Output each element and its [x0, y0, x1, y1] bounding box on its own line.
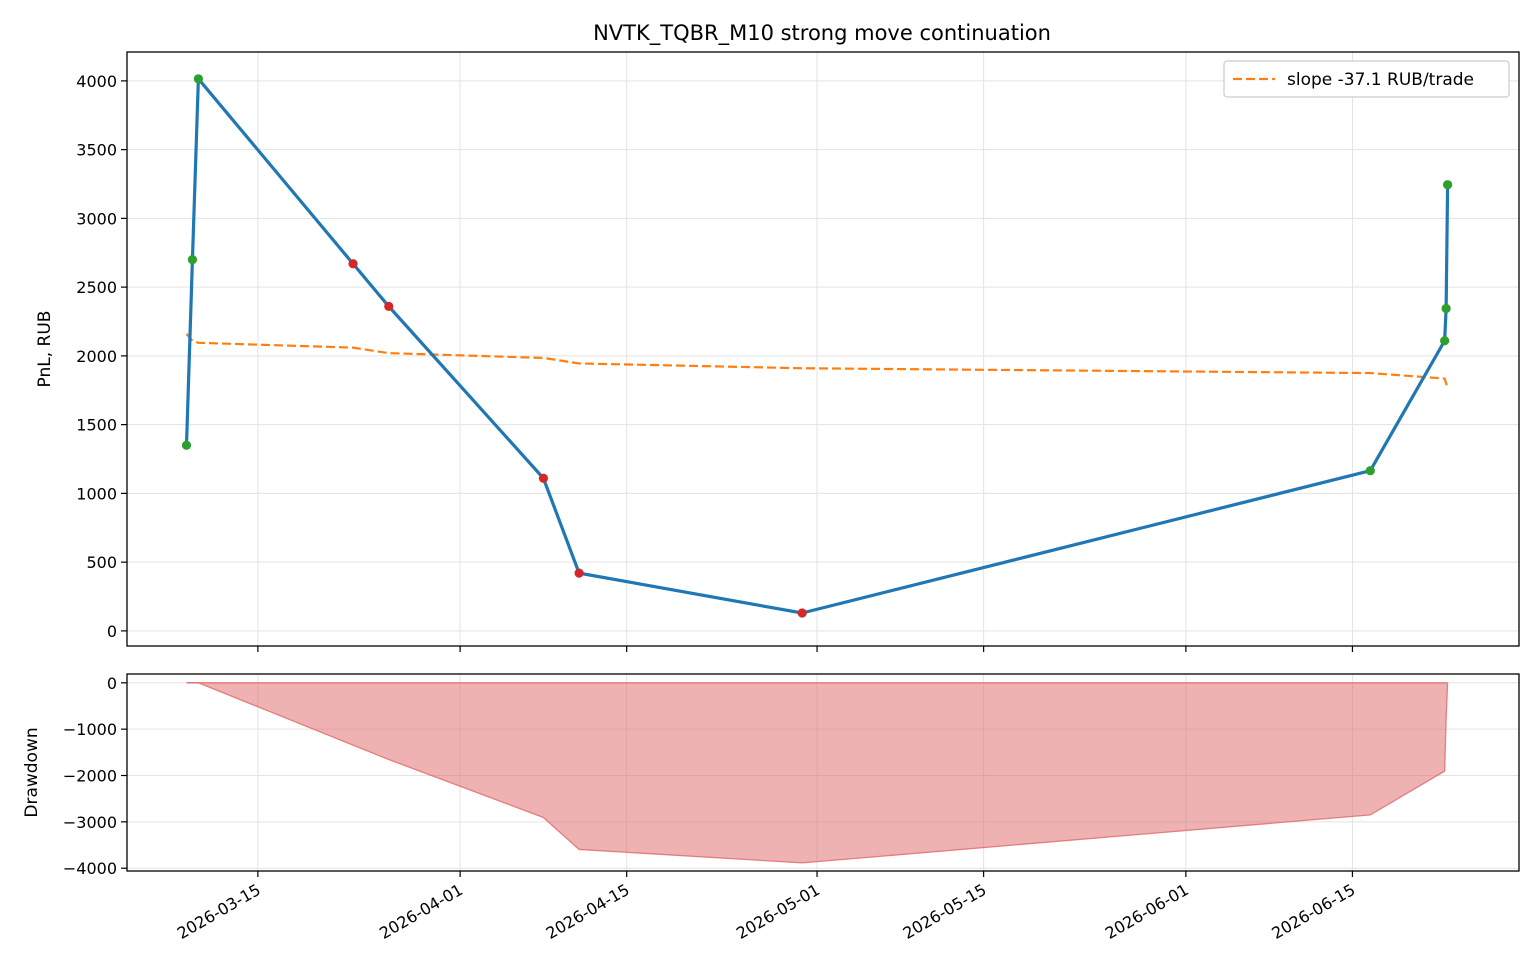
win-point [193, 74, 203, 84]
slope-series-line [185, 333, 1449, 389]
loss-point [574, 568, 584, 578]
pnl-plot-frame [126, 51, 1520, 647]
x-tick-label: 2026-06-15 [1268, 880, 1358, 943]
y-tick-label: −3000 [63, 813, 117, 832]
win-point [1443, 180, 1453, 190]
x-tick-label: 2026-03-15 [174, 880, 264, 943]
y-tick-label: 4000 [76, 72, 117, 91]
win-point [1365, 466, 1375, 476]
loss-point [797, 608, 807, 618]
chart-title: NVTK_TQBR_M10 strong move continuation [593, 21, 1051, 46]
x-tick-label: 2026-06-01 [1102, 880, 1192, 943]
y-axis-label: PnL, RUB [35, 311, 55, 388]
y-tick-label: 500 [86, 553, 117, 572]
drawdown-panel: 0 −1000 −2000 −3000 −4000 Drawdown 2026-03-15 2… [22, 673, 1520, 943]
y-tick-label: 0 [107, 674, 117, 693]
legend: slope -37.1 RUB/trade [1223, 60, 1510, 98]
y-tick-label: 0 [107, 622, 117, 641]
y-tick-label: −4000 [63, 859, 117, 878]
loss-point [348, 259, 358, 269]
y-tick-label: −1000 [63, 720, 117, 739]
loss-point [538, 473, 549, 483]
drawdown-plot-frame [126, 673, 1520, 872]
equity-series-line [184, 77, 1450, 615]
loss-point [384, 301, 394, 311]
drawdown-area [186, 682, 1448, 863]
y-tick-label: −2000 [63, 767, 117, 786]
win-point [181, 440, 192, 450]
y-tick-label: 3500 [76, 141, 117, 160]
y-axis-label: Drawdown [22, 727, 42, 817]
x-tick-label: 2026-05-15 [900, 880, 990, 943]
y-tick-label: 2000 [76, 347, 117, 366]
win-point [1441, 303, 1451, 314]
x-tick-label: 2026-04-15 [543, 880, 633, 943]
pnl-panel: 0 500 1000 1500 2000 2500 3000 3500 4000 PnL, RUB… [35, 51, 1520, 652]
win-point [187, 255, 198, 265]
y-tick-label: 1500 [76, 416, 117, 435]
y-tick-label: 1000 [76, 484, 117, 503]
x-tick-label: 2026-04-01 [376, 880, 466, 943]
y-tick-label: 3000 [76, 209, 117, 228]
legend-label: slope -37.1 RUB/trade [1287, 70, 1474, 90]
x-tick-label: 2026-05-01 [733, 880, 823, 943]
legend-box [1223, 60, 1510, 98]
win-point [1440, 336, 1450, 346]
y-tick-label: 2500 [76, 278, 117, 297]
